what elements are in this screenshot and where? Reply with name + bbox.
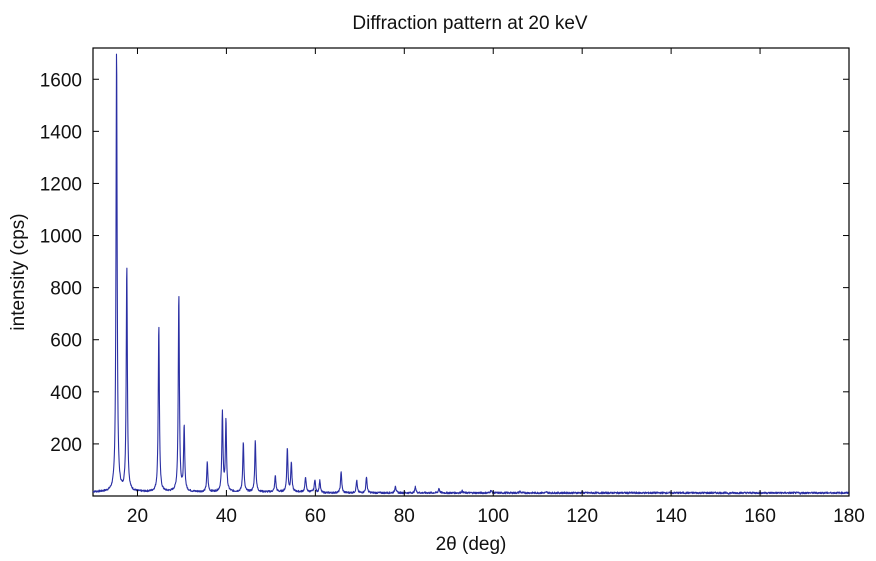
y-tick-label: 1000 bbox=[40, 227, 82, 248]
y-axis-label: intensity (cps) bbox=[8, 213, 29, 330]
x-tick-label: 60 bbox=[305, 506, 326, 527]
x-tick-label: 180 bbox=[833, 506, 865, 527]
x-axis-ticks: 20 40 60 80 100 120 140 160 180 bbox=[127, 48, 865, 527]
y-tick-label: 400 bbox=[50, 383, 82, 404]
series-line-intensity bbox=[92, 53, 850, 495]
y-axis-ticks: 200 400 600 800 1000 1200 1400 1600 bbox=[40, 70, 849, 456]
x-tick-label: 40 bbox=[216, 506, 237, 527]
plot-area bbox=[92, 47, 850, 497]
y-tick-label: 1200 bbox=[40, 174, 82, 195]
chart-title: Diffraction pattern at 20 keV bbox=[352, 13, 587, 34]
x-tick-label: 20 bbox=[127, 506, 148, 527]
y-tick-label: 1400 bbox=[40, 122, 82, 143]
plot-frame bbox=[92, 47, 850, 497]
x-tick-label: 80 bbox=[394, 506, 415, 527]
y-tick-label: 200 bbox=[50, 435, 82, 456]
x-tick-label: 140 bbox=[655, 506, 687, 527]
x-axis-label: 2θ (deg) bbox=[436, 534, 507, 555]
x-tick-label: 120 bbox=[566, 506, 598, 527]
y-tick-label: 1600 bbox=[40, 70, 82, 91]
y-tick-label: 600 bbox=[50, 331, 82, 352]
y-tick-label: 800 bbox=[50, 279, 82, 300]
x-tick-label: 100 bbox=[477, 506, 509, 527]
x-tick-label: 160 bbox=[744, 506, 776, 527]
